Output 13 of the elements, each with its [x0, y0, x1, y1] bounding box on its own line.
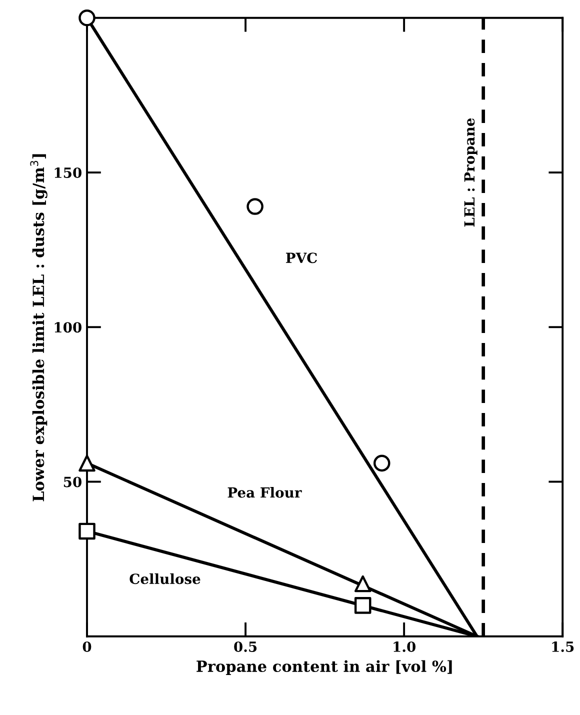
- series-label: Pea Flour: [228, 487, 302, 498]
- x-tick-label: 1.0: [394, 641, 416, 652]
- x-tick-label: 0: [82, 641, 92, 652]
- y-tick-label: 150: [54, 167, 82, 178]
- x-axis-title: Propane content in air [vol %]: [196, 660, 452, 675]
- text: PVC: [286, 252, 317, 264]
- y-tick-label: 100: [54, 322, 82, 333]
- x-tick-label: 1.5: [552, 641, 574, 652]
- y-axis-title: Lower explosible limit LEL : dusts [g/m$^{3}$]: [30, 154, 48, 502]
- x-tick-label: 0.5: [234, 641, 257, 652]
- series-label: Cellulose: [130, 573, 200, 584]
- y-tick-label: 50: [64, 476, 82, 488]
- ref-line-label: LEL : Propane: [464, 118, 478, 227]
